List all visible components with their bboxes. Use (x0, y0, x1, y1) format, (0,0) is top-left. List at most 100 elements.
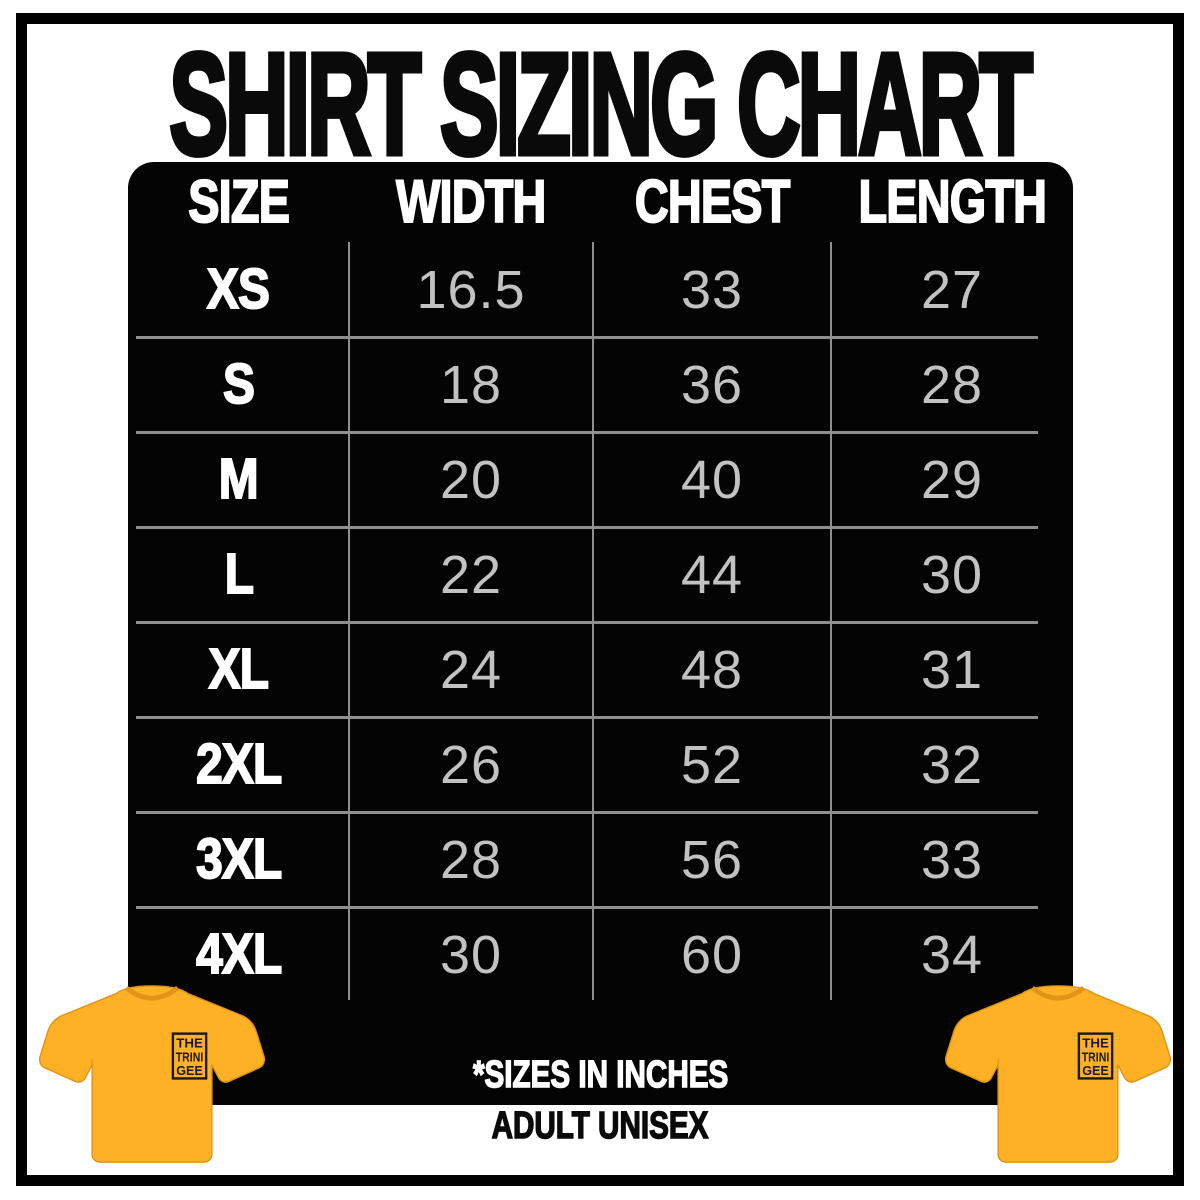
column-header-label: LENGTH (857, 168, 1047, 235)
audience-note: ADULT UNISEX (0, 1105, 1200, 1147)
trini-gee-logo-line-1: THE (1082, 1037, 1109, 1051)
size-value-text: 28 (439, 829, 503, 890)
size-value-text: 18 (439, 354, 503, 415)
size-label-cell: XS (128, 242, 349, 337)
size-value-text: 16.5 (416, 259, 526, 320)
size-value-cell: 32 (831, 717, 1073, 812)
audience-note-text: ADULT UNISEX (491, 1105, 709, 1147)
size-value-cell: 31 (831, 622, 1073, 717)
size-value-cell: 22 (349, 527, 593, 622)
size-value-text: 52 (680, 734, 744, 795)
size-value-text: 29 (920, 449, 984, 510)
row-divider-2 (136, 431, 1038, 434)
size-label-cell: L (128, 527, 349, 622)
column-header-label: CHEST (634, 168, 791, 235)
size-value-cell: 30 (831, 527, 1073, 622)
size-value-cell: 56 (593, 812, 831, 907)
size-value-text: 28 (920, 354, 984, 415)
units-note-text: *SIZES IN INCHES (472, 1054, 729, 1096)
size-value-cell: 33 (593, 242, 831, 337)
trini-gee-logo-line-2: TRINI (1082, 1050, 1110, 1064)
size-value-text: 36 (680, 354, 744, 415)
size-label-text: L (223, 542, 254, 606)
size-value-cell: 34 (831, 907, 1073, 1002)
tshirt-body (38, 985, 266, 1163)
trini-gee-logo-box (171, 1032, 208, 1080)
trini-gee-logo-line-2: TRINI (176, 1050, 204, 1064)
size-value-cell: 33 (831, 812, 1073, 907)
row-divider-1 (136, 336, 1038, 339)
trini-gee-logo-box (1077, 1032, 1114, 1080)
page-title: SHIRT SIZING CHART (0, 29, 1200, 179)
size-label-cell: S (128, 337, 349, 432)
row-divider-6 (136, 811, 1038, 814)
row-divider-5 (136, 716, 1038, 719)
size-value-cell: 48 (593, 622, 831, 717)
size-label-cell: 4XL (128, 907, 349, 1002)
size-label-text: S (222, 352, 256, 416)
trini-gee-logo-line-3: GEE (176, 1064, 203, 1078)
size-label-text: XS (207, 257, 272, 321)
size-value-cell: 28 (349, 812, 593, 907)
row-divider-4 (136, 621, 1038, 624)
size-label-text: 4XL (195, 922, 283, 986)
size-value-text: 56 (680, 829, 744, 890)
size-label-cell: 3XL (128, 812, 349, 907)
column-header-chest: CHEST (593, 162, 831, 242)
size-value-cell: 36 (593, 337, 831, 432)
size-label-text: M (218, 447, 260, 511)
row-divider-7 (136, 906, 1038, 909)
size-value-text: 32 (920, 734, 984, 795)
size-value-text: 40 (680, 449, 744, 510)
size-value-text: 24 (439, 639, 503, 700)
size-value-text: 34 (920, 924, 984, 985)
size-value-text: 20 (439, 449, 503, 510)
size-value-cell: 28 (831, 337, 1073, 432)
column-header-label: WIDTH (395, 168, 547, 235)
size-value-text: 31 (920, 639, 984, 700)
size-value-cell: 44 (593, 527, 831, 622)
tshirt-graphic: THE TRINI GEE (944, 985, 1172, 1163)
tshirt-right: THE TRINI GEE (944, 983, 1172, 1168)
size-value-cell: 20 (349, 432, 593, 527)
size-value-text: 33 (680, 259, 744, 320)
row-divider-3 (136, 526, 1038, 529)
column-header-size: SIZE (128, 162, 349, 242)
size-label-cell: 2XL (128, 717, 349, 812)
size-label-text: 2XL (195, 732, 283, 796)
size-value-text: 26 (439, 734, 503, 795)
size-value-text: 44 (680, 544, 744, 605)
size-value-text: 48 (680, 639, 744, 700)
size-chart-panel: SIZE WIDTH CHEST LENGTH XS 16.5 33 27 S 18 36 28 M 20… (128, 162, 1073, 1105)
size-value-text: 22 (439, 544, 503, 605)
size-table-grid: SIZE WIDTH CHEST LENGTH XS 16.5 33 27 S 18 36 28 M 20… (128, 162, 1073, 1002)
trini-gee-logo-line-1: THE (176, 1037, 203, 1051)
tshirt-body (944, 985, 1172, 1163)
size-value-cell: 29 (831, 432, 1073, 527)
size-value-cell: 24 (349, 622, 593, 717)
column-header-label: SIZE (187, 168, 290, 235)
page-title-text: SHIRT SIZING CHART (168, 23, 1035, 185)
tshirt-left: THE TRINI GEE (38, 983, 266, 1168)
tshirt-collar (1030, 985, 1086, 1001)
size-value-text: 30 (439, 924, 503, 985)
units-note: *SIZES IN INCHES (128, 1054, 1073, 1096)
column-header-length: LENGTH (831, 162, 1073, 242)
size-value-cell: 30 (349, 907, 593, 1002)
size-label-text: XL (208, 637, 270, 701)
tshirt-graphic: THE TRINI GEE (38, 985, 266, 1163)
tshirt-collar (124, 985, 180, 1001)
size-value-text: 30 (920, 544, 984, 605)
size-value-cell: 16.5 (349, 242, 593, 337)
column-header-width: WIDTH (349, 162, 593, 242)
size-value-cell: 18 (349, 337, 593, 432)
size-value-text: 60 (680, 924, 744, 985)
size-value-cell: 52 (593, 717, 831, 812)
size-value-text: 27 (920, 259, 984, 320)
size-value-text: 33 (920, 829, 984, 890)
size-label-cell: M (128, 432, 349, 527)
size-value-cell: 60 (593, 907, 831, 1002)
trini-gee-logo-line-3: GEE (1082, 1064, 1109, 1078)
size-label-text: 3XL (195, 827, 283, 891)
